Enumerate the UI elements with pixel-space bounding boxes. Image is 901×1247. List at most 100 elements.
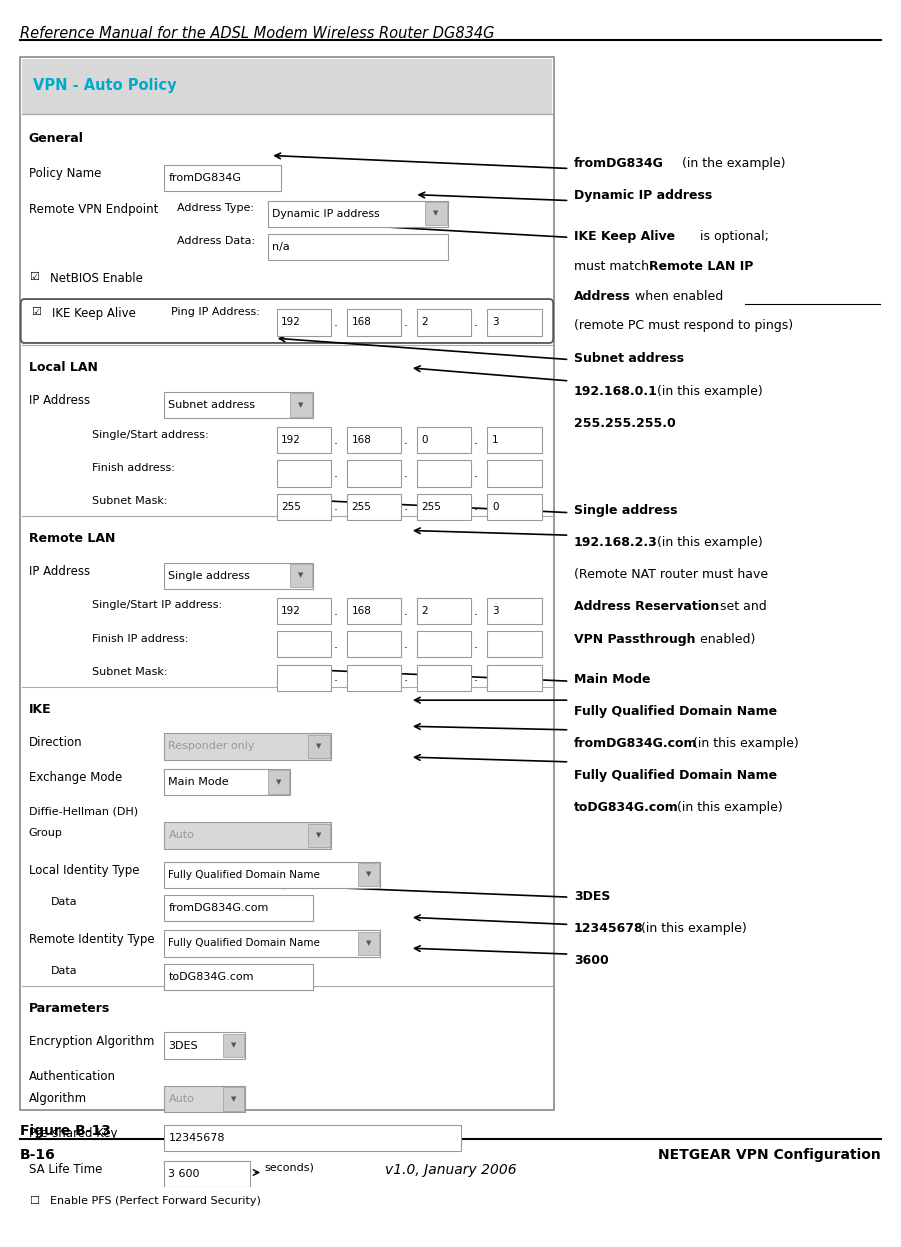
Text: Fully Qualified Domain Name: Fully Qualified Domain Name: [168, 869, 321, 879]
Text: .: .: [333, 500, 337, 514]
Text: (remote PC must respond to pings): (remote PC must respond to pings): [574, 319, 793, 332]
Text: IKE Keep Alive: IKE Keep Alive: [574, 231, 675, 243]
Text: .: .: [474, 638, 478, 651]
FancyBboxPatch shape: [164, 862, 380, 888]
FancyBboxPatch shape: [417, 428, 471, 454]
Text: (in the example): (in the example): [678, 157, 786, 170]
FancyBboxPatch shape: [347, 599, 401, 625]
FancyBboxPatch shape: [487, 494, 542, 520]
Text: VPN Passthrough: VPN Passthrough: [574, 632, 696, 646]
Text: IP Address: IP Address: [29, 394, 90, 407]
Text: B-16: B-16: [20, 1147, 56, 1161]
FancyBboxPatch shape: [20, 57, 554, 1110]
Text: .: .: [404, 468, 407, 480]
Text: fromDG834G.com: fromDG834G.com: [168, 903, 268, 913]
Text: Enable PFS (Perfect Forward Security): Enable PFS (Perfect Forward Security): [50, 1196, 260, 1206]
Text: Dynamic IP address: Dynamic IP address: [272, 208, 379, 218]
Text: 2: 2: [422, 606, 428, 616]
Text: Main Mode: Main Mode: [168, 777, 229, 787]
Text: .: .: [404, 434, 407, 446]
Text: .: .: [333, 434, 337, 446]
Text: fromDG834G.com: fromDG834G.com: [574, 737, 697, 749]
Text: .: .: [474, 671, 478, 685]
Text: Auto: Auto: [168, 831, 195, 840]
FancyBboxPatch shape: [223, 1087, 244, 1111]
FancyBboxPatch shape: [358, 932, 379, 955]
FancyBboxPatch shape: [417, 631, 471, 657]
Text: .: .: [474, 468, 478, 480]
FancyBboxPatch shape: [164, 895, 313, 920]
Text: .: .: [404, 500, 407, 514]
Text: Subnet Mask:: Subnet Mask:: [92, 496, 168, 506]
Text: ▼: ▼: [316, 743, 322, 749]
Text: Remote Identity Type: Remote Identity Type: [29, 933, 154, 945]
Text: when enabled: when enabled: [631, 289, 723, 303]
Text: toDG834G.com: toDG834G.com: [168, 971, 254, 981]
Text: Group: Group: [29, 828, 63, 838]
FancyBboxPatch shape: [22, 60, 552, 113]
FancyBboxPatch shape: [164, 1086, 245, 1112]
FancyBboxPatch shape: [277, 308, 331, 335]
Text: .: .: [474, 315, 478, 329]
Text: ▼: ▼: [366, 940, 371, 946]
FancyBboxPatch shape: [425, 202, 447, 226]
Text: 12345678: 12345678: [574, 922, 643, 935]
FancyBboxPatch shape: [277, 665, 331, 691]
Text: ☑: ☑: [31, 307, 41, 318]
FancyBboxPatch shape: [487, 599, 542, 625]
Text: 3600: 3600: [574, 954, 609, 968]
FancyBboxPatch shape: [487, 428, 542, 454]
FancyBboxPatch shape: [164, 930, 380, 956]
Text: 0: 0: [422, 435, 428, 445]
Text: 2: 2: [422, 317, 428, 327]
Text: ▼: ▼: [298, 402, 304, 408]
FancyBboxPatch shape: [21, 299, 553, 343]
Text: SA Life Time: SA Life Time: [29, 1163, 102, 1176]
Text: .: .: [404, 671, 407, 685]
Text: Algorithm: Algorithm: [29, 1092, 87, 1105]
FancyBboxPatch shape: [277, 494, 331, 520]
Text: Fully Qualified Domain Name: Fully Qualified Domain Name: [574, 705, 777, 718]
Text: 168: 168: [351, 317, 371, 327]
FancyBboxPatch shape: [417, 308, 471, 335]
Text: Subnet address: Subnet address: [574, 353, 684, 365]
Text: .: .: [333, 315, 337, 329]
Text: 168: 168: [351, 435, 371, 445]
FancyBboxPatch shape: [347, 494, 401, 520]
Text: Pre-shared Key: Pre-shared Key: [29, 1127, 117, 1141]
Text: .: .: [474, 434, 478, 446]
FancyBboxPatch shape: [277, 428, 331, 454]
Text: Address Reservation: Address Reservation: [574, 601, 719, 614]
Text: Local Identity Type: Local Identity Type: [29, 864, 140, 877]
Text: Responder only: Responder only: [168, 742, 255, 752]
Text: Subnet address: Subnet address: [168, 400, 256, 410]
FancyBboxPatch shape: [277, 631, 331, 657]
Text: Single/Start IP address:: Single/Start IP address:: [92, 601, 222, 611]
Text: Remote LAN IP: Remote LAN IP: [649, 259, 753, 273]
Text: Authentication: Authentication: [29, 1070, 116, 1084]
Text: 3DES: 3DES: [168, 1040, 198, 1050]
Text: 192: 192: [281, 606, 301, 616]
FancyBboxPatch shape: [385, 1240, 457, 1247]
Text: ▼: ▼: [298, 572, 304, 579]
FancyBboxPatch shape: [487, 460, 542, 486]
FancyBboxPatch shape: [164, 769, 290, 796]
FancyBboxPatch shape: [164, 392, 313, 418]
Text: ☑: ☑: [29, 272, 39, 282]
Text: fromDG834G: fromDG834G: [574, 157, 664, 170]
Text: 168: 168: [351, 606, 371, 616]
FancyBboxPatch shape: [347, 308, 401, 335]
Text: Auto: Auto: [168, 1094, 195, 1104]
Text: 3: 3: [492, 317, 498, 327]
Text: Address Type:: Address Type:: [177, 203, 254, 213]
Text: fromDG834G: fromDG834G: [168, 173, 241, 183]
Text: Remote LAN: Remote LAN: [29, 531, 115, 545]
Text: n/a: n/a: [272, 242, 290, 252]
Text: .: .: [474, 500, 478, 514]
FancyBboxPatch shape: [487, 665, 542, 691]
Text: Finish IP address:: Finish IP address:: [92, 633, 188, 643]
Text: .: .: [404, 638, 407, 651]
FancyBboxPatch shape: [347, 460, 401, 486]
FancyBboxPatch shape: [164, 1161, 250, 1187]
FancyBboxPatch shape: [417, 494, 471, 520]
